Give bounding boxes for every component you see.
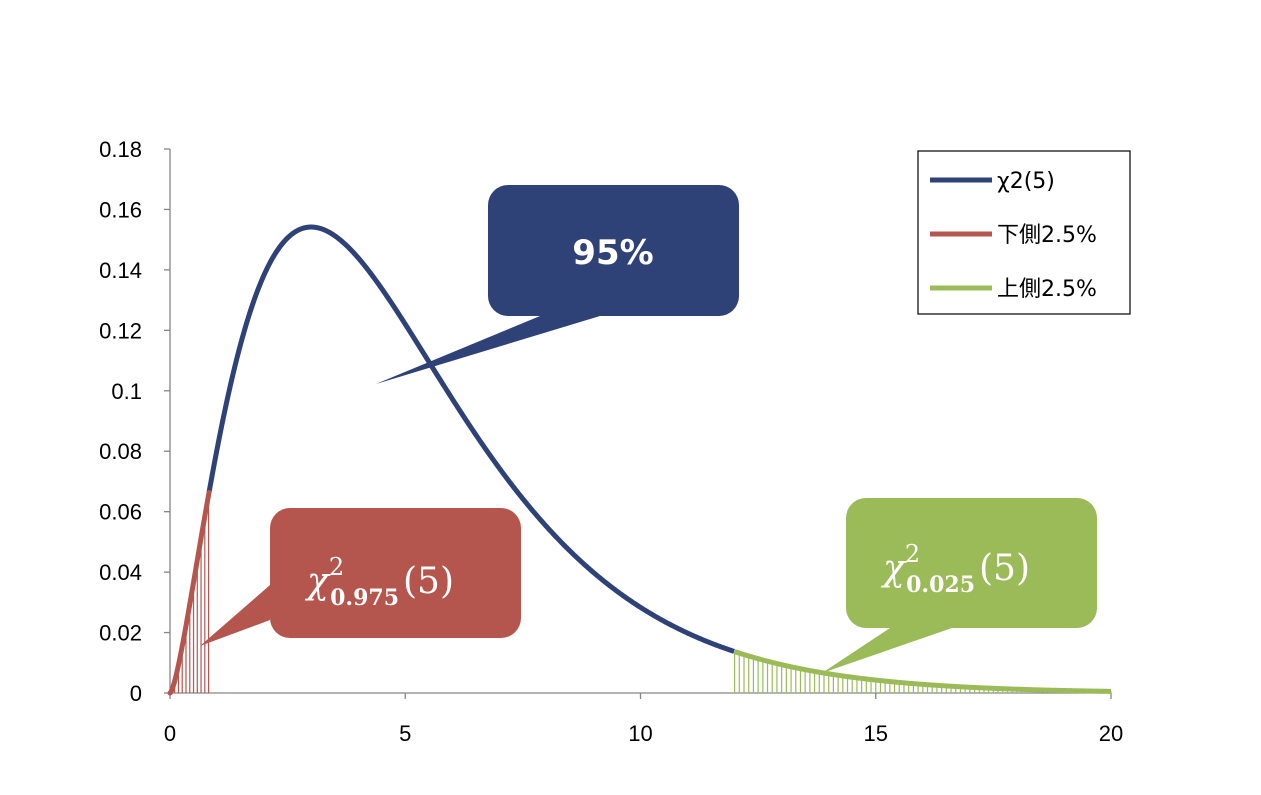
x-tick-label: 15 xyxy=(864,721,888,746)
x-tick-label: 10 xyxy=(628,721,652,746)
tick-labels: 0 5 10 15 20 0 0.02 0.04 0.06 0.08 0.1 0.12 0.14 0.16… xyxy=(99,137,1123,746)
axes xyxy=(164,148,1112,699)
y-tick-label: 0 xyxy=(130,681,142,706)
legend-label-chi2: χ2(5) xyxy=(997,169,1055,194)
y-tick-label: 0.18 xyxy=(99,137,142,162)
callout-center: 95% xyxy=(376,185,739,384)
callout-upper: χ2 0.025 (5) xyxy=(822,498,1097,673)
callout-upper-box xyxy=(846,498,1097,628)
y-tick-label: 0.16 xyxy=(99,197,142,222)
legend: χ2(5) 下側2.5% 上側2.5% xyxy=(917,150,1131,315)
callout-lower: χ2 0.975 (5) xyxy=(200,508,521,646)
y-tick-label: 0.12 xyxy=(99,318,142,343)
callout-lower-box xyxy=(270,508,521,638)
callout-center-text: 95% xyxy=(572,233,653,273)
callout-center-box xyxy=(488,185,739,316)
callout-lower-pointer xyxy=(200,585,270,646)
x-tick-label: 20 xyxy=(1099,721,1123,746)
y-tick-label: 0.1 xyxy=(111,379,142,404)
y-tick-label: 0.14 xyxy=(99,258,142,283)
legend-label-upper: 上側2.5% xyxy=(997,277,1097,302)
y-tick-label: 0.06 xyxy=(99,500,142,525)
y-tick-label: 0.02 xyxy=(99,621,142,646)
y-tick-label: 0.08 xyxy=(99,439,142,464)
chi2-curve xyxy=(206,224,736,654)
legend-label-lower: 下側2.5% xyxy=(997,223,1097,248)
x-tick-label: 0 xyxy=(164,721,176,746)
y-tick-label: 0.04 xyxy=(99,560,142,585)
curves xyxy=(167,224,1112,696)
lower-tail-fill xyxy=(174,494,210,693)
x-tick-label: 5 xyxy=(399,721,411,746)
lower-tail-curve xyxy=(167,489,212,696)
upper-tail-curve xyxy=(733,649,1112,694)
callout-upper-label: χ2 0.025 (5) xyxy=(880,540,1030,598)
callout-center-pointer xyxy=(376,316,600,384)
callout-upper-pointer xyxy=(822,628,952,673)
callout-lower-label: χ2 0.975 (5) xyxy=(304,553,454,611)
